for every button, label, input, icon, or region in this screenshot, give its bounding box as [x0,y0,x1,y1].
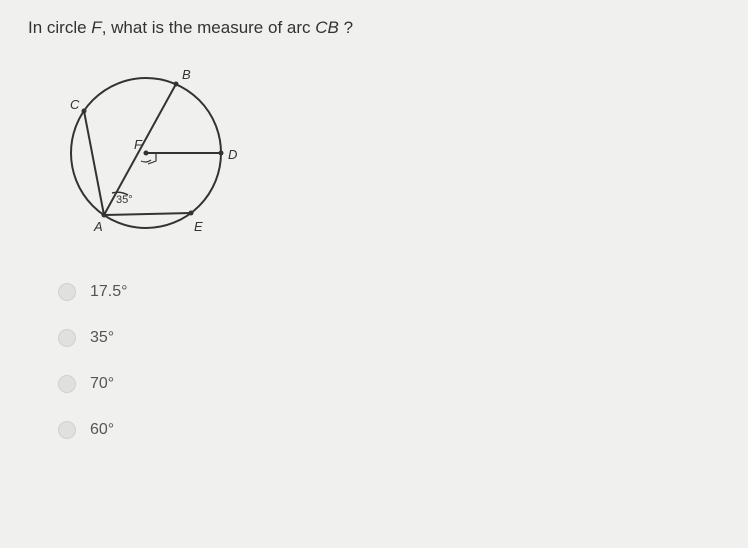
question-suffix: ? [339,18,353,37]
arc-variable: CB [315,18,339,37]
svg-text:F: F [134,137,143,152]
option-row[interactable]: 70° [58,375,720,393]
svg-text:A: A [93,219,103,234]
option-row[interactable]: 35° [58,329,720,347]
svg-text:D: D [228,147,237,162]
radio-button[interactable] [58,421,76,439]
question-prefix: In circle [28,18,91,37]
radio-button[interactable] [58,329,76,347]
option-label: 17.5° [90,283,128,301]
question-text: In circle F, what is the measure of arc … [28,18,720,38]
option-label: 35° [90,329,114,347]
option-label: 70° [90,375,114,393]
radio-button[interactable] [58,283,76,301]
option-label: 60° [90,421,114,439]
circle-diagram: A E C B D F 35° [46,53,246,253]
circle-variable: F [91,18,101,37]
option-row[interactable]: 60° [58,421,720,439]
svg-text:35°: 35° [116,194,133,206]
answer-options: 17.5° 35° 70° 60° [58,283,720,439]
question-middle: , what is the measure of arc [102,18,316,37]
svg-text:C: C [70,97,80,112]
svg-text:B: B [182,67,191,82]
radio-button[interactable] [58,375,76,393]
option-row[interactable]: 17.5° [58,283,720,301]
svg-text:E: E [194,219,203,234]
